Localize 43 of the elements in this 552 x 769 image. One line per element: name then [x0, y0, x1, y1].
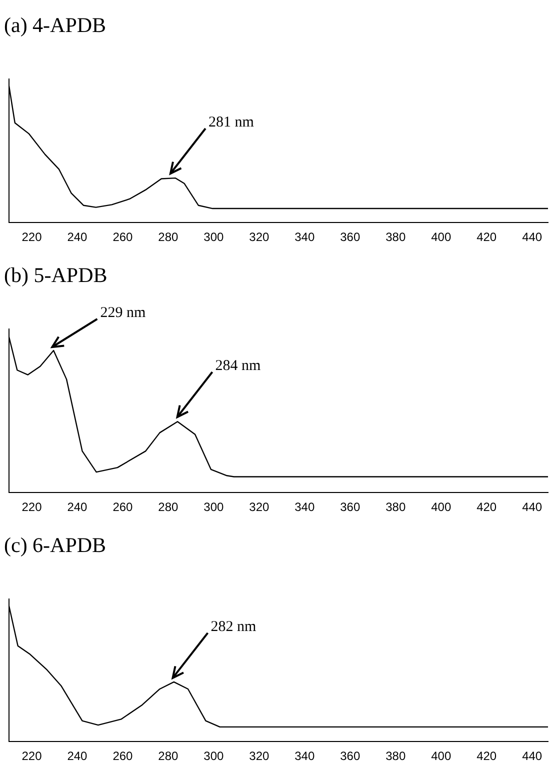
x-tick-label: 380 [386, 230, 406, 244]
x-tick-label: 340 [294, 500, 315, 514]
annotation: 282 nm [210, 618, 256, 635]
x-tick-label: 440 [522, 500, 542, 514]
x-tick-label: 360 [340, 500, 360, 514]
chart-title: (b) 5-APDB [4, 263, 108, 288]
x-tick-label: 260 [112, 500, 134, 514]
x-tick-label: 420 [476, 230, 497, 244]
annotation: 281 nm [208, 114, 254, 130]
x-tick-label: 320 [249, 230, 270, 244]
x-tick-label: 340 [294, 749, 315, 764]
chart-title: (a) 4-APDB [4, 13, 106, 38]
x-tick-label: 420 [476, 749, 497, 764]
x-tick-label: 400 [431, 230, 452, 244]
x-tick-label: 260 [112, 230, 134, 244]
x-tick-label: 440 [522, 230, 542, 244]
x-tick-label: 440 [522, 749, 542, 764]
x-tick-label: 280 [158, 230, 179, 244]
chart-title: (c) 6-APDB [4, 533, 106, 558]
x-tick-label: 300 [204, 500, 224, 514]
x-tick-label: 360 [340, 230, 360, 244]
x-tick-label: 220 [22, 749, 42, 764]
annotation: 284 nm [215, 358, 262, 374]
x-tick-label: 380 [386, 749, 406, 764]
x-tick-label: 240 [67, 230, 88, 244]
x-tick-label: 400 [431, 749, 452, 764]
x-tick-label: 280 [158, 500, 179, 514]
x-tick-label: 220 [22, 500, 42, 514]
x-tick-label: 420 [476, 500, 497, 514]
x-tick-label: 240 [67, 749, 88, 764]
x-tick-label: 320 [249, 749, 270, 764]
x-tick-label: 400 [431, 500, 452, 514]
x-tick-label: 300 [204, 749, 224, 764]
x-tick-label: 280 [158, 749, 179, 764]
annotation: 229 nm [100, 304, 146, 321]
x-tick-label: 260 [112, 749, 134, 764]
x-tick-label: 340 [294, 230, 315, 244]
x-tick-label: 300 [204, 230, 224, 244]
x-tick-label: 240 [67, 500, 88, 514]
x-tick-label: 380 [386, 500, 406, 514]
x-tick-label: 220 [22, 230, 42, 244]
x-tick-label: 360 [340, 749, 360, 764]
x-tick-label: 320 [249, 500, 270, 514]
